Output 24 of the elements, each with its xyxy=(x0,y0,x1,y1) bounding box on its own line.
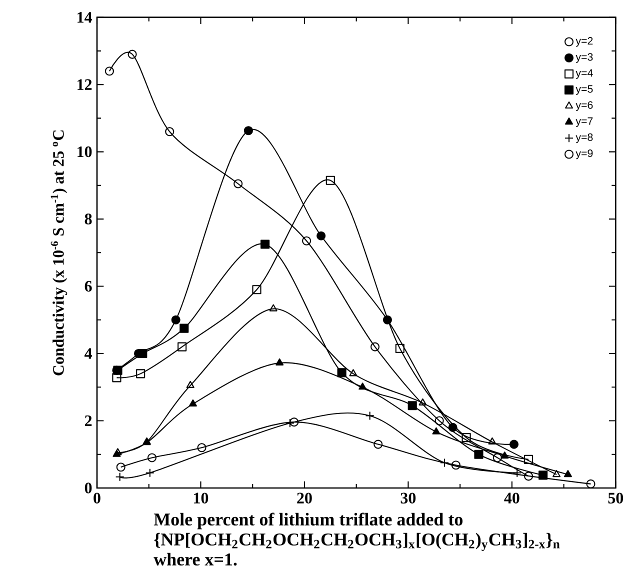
text: Mole percent of lithium triflate added to {NP[OCH$_{2}$CH$_{2}$OCH$_{2}$CH$_{2}$OCH$_{3}$]$_{x}$[O(CH$_{2}$)$_{y}$CH$_{3}$]$_{2-x}$}$_{n}$ where x=1. xyxy=(154,512,560,566)
legend-label: y=5 xyxy=(576,85,593,95)
x-tick-label: 50 xyxy=(608,492,624,504)
legend-label: y=6 xyxy=(576,101,593,111)
x-tick-label: 40 xyxy=(504,492,520,504)
y-tick-label: 6 xyxy=(84,280,92,292)
legend-label: y=9 xyxy=(576,150,593,160)
legend-label: y=4 xyxy=(576,69,593,79)
legend-label: y=2 xyxy=(576,37,593,47)
x-tick-label: 10 xyxy=(194,492,208,504)
y-tick-label: 14 xyxy=(78,12,92,23)
legend-label: y=7 xyxy=(576,117,593,127)
x-tick-label: 20 xyxy=(297,492,312,504)
y-tick-label: 0 xyxy=(84,482,92,494)
legend-label: y=8 xyxy=(576,133,593,144)
y-tick-label: 2 xyxy=(84,415,92,426)
y-tick-label: 4 xyxy=(84,348,92,359)
y-tick-label: 10 xyxy=(78,146,92,158)
y-tick-label: 8 xyxy=(84,214,92,224)
x-tick-label: 30 xyxy=(400,492,416,504)
y-tick-label: 12 xyxy=(78,79,92,90)
x-tick-label: 0 xyxy=(94,492,100,504)
legend-label: y=3 xyxy=(576,53,593,63)
y-axis-title: Conductivity (x 10$^{-6}$ S cm$^{-1}$) at 25 $^{o}$C xyxy=(50,130,68,376)
